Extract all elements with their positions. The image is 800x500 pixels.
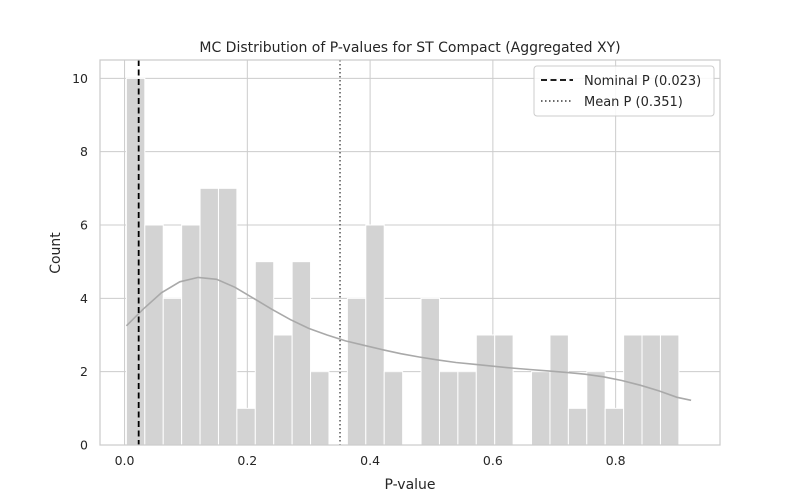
histogram-bar <box>438 371 459 446</box>
histogram-bar <box>383 371 404 446</box>
histogram-bar <box>346 297 367 446</box>
legend-mean-label: Mean P (0.351) <box>584 95 683 110</box>
histogram-bar <box>365 224 385 446</box>
histogram-bar <box>217 187 238 446</box>
x-tick-label: 0.0 <box>115 453 135 468</box>
histogram-bar <box>125 77 146 446</box>
histogram-bar <box>475 334 496 446</box>
histogram-bar <box>254 261 275 446</box>
histogram-bar <box>310 371 330 446</box>
histogram-bar <box>623 334 643 446</box>
y-tick-label: 0 <box>80 438 88 453</box>
histogram-bar <box>586 371 606 446</box>
chart-title: MC Distribution of P-values for ST Compa… <box>199 40 620 56</box>
histogram-bar <box>144 224 164 446</box>
histogram-bar <box>420 297 440 446</box>
y-tick-label: 8 <box>80 144 88 159</box>
histogram-bar <box>273 334 293 446</box>
x-tick-label: 0.8 <box>606 453 626 468</box>
histogram-bar <box>567 407 588 446</box>
legend-nominal-label: Nominal P (0.023) <box>584 74 701 89</box>
histogram-bar <box>604 407 625 446</box>
histogram-bar <box>457 371 477 446</box>
y-tick-label: 10 <box>72 71 88 86</box>
y-tick-label: 2 <box>80 364 88 379</box>
y-tick-label: 4 <box>80 291 88 306</box>
histogram-bar <box>291 261 312 446</box>
histogram-bar <box>531 371 551 446</box>
histogram-bar <box>659 334 680 446</box>
x-tick-label: 0.4 <box>360 453 380 468</box>
histogram-bar <box>162 297 183 446</box>
plot-frame <box>99 59 721 446</box>
legend-box <box>533 65 715 117</box>
x-tick-label: 0.2 <box>237 453 257 468</box>
x-tick-label: 0.6 <box>483 453 503 468</box>
x-axis-label: P-value <box>384 477 435 493</box>
histogram-bar <box>549 334 569 446</box>
y-tick-label: 6 <box>80 218 88 233</box>
y-axis-label: Count <box>48 232 64 274</box>
histogram-bar <box>181 224 201 446</box>
histogram-bar <box>199 187 219 446</box>
histogram-bar <box>236 407 256 446</box>
histogram-bar <box>494 334 514 446</box>
kde-curve <box>125 276 692 402</box>
legend: Nominal P (0.023) Mean P (0.351) <box>533 65 715 117</box>
